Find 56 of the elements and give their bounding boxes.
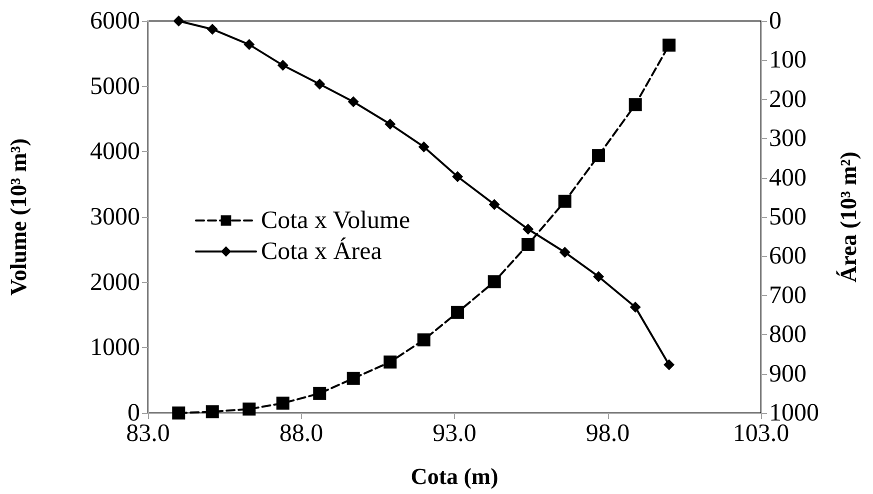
y2-tick-label: 100 <box>769 46 806 74</box>
point <box>313 386 326 400</box>
point <box>664 359 675 370</box>
point <box>418 141 430 152</box>
y-tick-label: 3000 <box>90 204 140 230</box>
point <box>314 78 326 90</box>
legend-label: Cota x Volume <box>261 207 410 234</box>
point <box>346 372 360 385</box>
y2-tick-label: 0 <box>769 8 782 34</box>
point <box>630 302 641 313</box>
point <box>172 406 186 420</box>
y-tick-label: 5000 <box>90 72 140 100</box>
y2-tick-label: 300 <box>769 125 806 152</box>
point <box>276 396 290 410</box>
y2-tick-label: 900 <box>769 360 806 388</box>
x-tick-label: 83.0 <box>126 420 170 447</box>
point <box>384 118 396 130</box>
point <box>206 24 218 35</box>
point <box>628 98 642 112</box>
point <box>417 333 430 346</box>
y-tick-label: 6000 <box>90 8 140 34</box>
point <box>277 60 288 71</box>
point <box>488 275 501 288</box>
point <box>348 96 359 108</box>
y2-axis-title: Área (10³ m²) <box>836 152 861 282</box>
point <box>173 16 184 26</box>
x-tick-label: 98.0 <box>586 420 630 447</box>
y2-tick-label: 700 <box>769 282 806 309</box>
point <box>242 402 256 416</box>
point <box>452 171 464 182</box>
x-tick-label: 103.0 <box>732 420 790 447</box>
point <box>593 271 604 282</box>
point <box>559 246 570 258</box>
point <box>488 198 500 210</box>
point <box>662 38 676 52</box>
point <box>522 224 534 235</box>
y2-tick-label: 200 <box>769 86 806 113</box>
legend-label: Cota x Área <box>261 237 382 265</box>
y2-tick-label: 400 <box>769 164 806 192</box>
point <box>244 39 255 50</box>
y-axis-title: Volume (10³ m³) <box>6 138 31 296</box>
y2-tick-label: 500 <box>769 204 806 230</box>
point <box>558 194 572 208</box>
x-axis-title: Cota (m) <box>410 464 498 489</box>
point <box>384 356 397 369</box>
point <box>206 405 219 418</box>
y2-tick-label: 600 <box>769 242 806 270</box>
point <box>451 306 464 319</box>
y2-tick-label: 800 <box>769 321 806 348</box>
point <box>592 149 606 162</box>
y-tick-label: 1000 <box>90 334 140 362</box>
point <box>522 238 535 251</box>
x-tick-label: 88.0 <box>279 420 324 447</box>
y-tick-label: 4000 <box>90 138 140 166</box>
y-tick-label: 2000 <box>90 268 140 296</box>
x-tick-label: 93.0 <box>432 420 476 447</box>
